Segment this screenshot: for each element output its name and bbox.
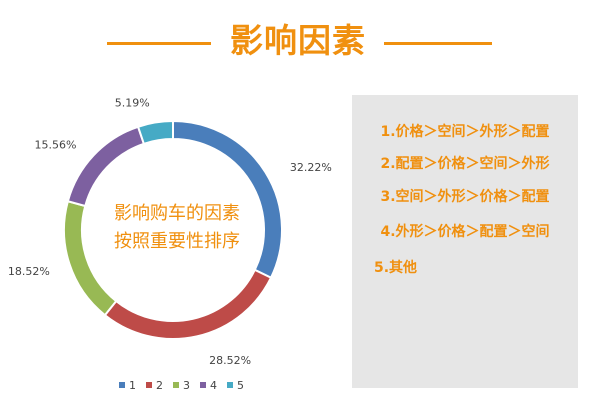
donut-label-4: 15.56% xyxy=(34,138,76,151)
donut-label-2: 28.52% xyxy=(209,354,251,367)
factor-panel: 1.价格＞空间＞外形＞配置 2.配置＞价格＞空间＞外形 3.空间＞外形＞价格＞配… xyxy=(352,95,578,388)
panel-item-1: 1.价格＞空间＞外形＞配置 xyxy=(380,124,550,140)
legend-item-3: 3 xyxy=(173,379,190,392)
legend-label-5: 5 xyxy=(237,379,244,392)
legend-label-2: 2 xyxy=(156,379,163,392)
legend-item-1: 1 xyxy=(119,379,136,392)
page-title: 影响因素 xyxy=(230,21,366,60)
donut-label-5: 5.19% xyxy=(115,97,150,110)
center-text-line-2: 按照重要性排序 xyxy=(114,231,240,252)
donut-label-3: 18.52% xyxy=(8,265,50,278)
donut-center-text: 影响购车的因素 按照重要性排序 xyxy=(92,200,262,256)
panel-item-2: 2.配置＞价格＞空间＞外形 xyxy=(380,156,550,172)
donut-slice-2 xyxy=(103,268,273,340)
donut-slice-4 xyxy=(66,125,146,208)
center-text-line-1: 影响购车的因素 xyxy=(114,203,240,224)
donut-slice-5 xyxy=(136,119,174,146)
title-line-right xyxy=(384,42,492,45)
panel-item-5: 5.其他 xyxy=(374,260,418,276)
donut-label-1: 32.22% xyxy=(290,161,332,174)
legend-item-2: 2 xyxy=(146,379,163,392)
legend-swatch-5 xyxy=(227,382,233,388)
legend-item-5: 5 xyxy=(227,379,244,392)
legend-label-4: 4 xyxy=(210,379,217,392)
panel-item-4: 4.外形＞价格＞配置＞空间 xyxy=(380,224,550,240)
legend-label-1: 1 xyxy=(129,379,136,392)
legend-item-4: 4 xyxy=(200,379,217,392)
title-line-left xyxy=(107,42,211,45)
panel-item-3: 3.空间＞外形＞价格＞配置 xyxy=(380,189,550,205)
legend-swatch-2 xyxy=(146,382,152,388)
legend-label-3: 3 xyxy=(183,379,190,392)
donut-chart: 32.22% 28.52% 18.52% 15.56% 5.19% 1 2 3 4 5 xyxy=(8,97,332,392)
legend-swatch-1 xyxy=(119,382,125,388)
title-row: 影响因素 xyxy=(0,18,600,64)
legend-swatch-3 xyxy=(173,382,179,388)
legend-swatch-4 xyxy=(200,382,206,388)
